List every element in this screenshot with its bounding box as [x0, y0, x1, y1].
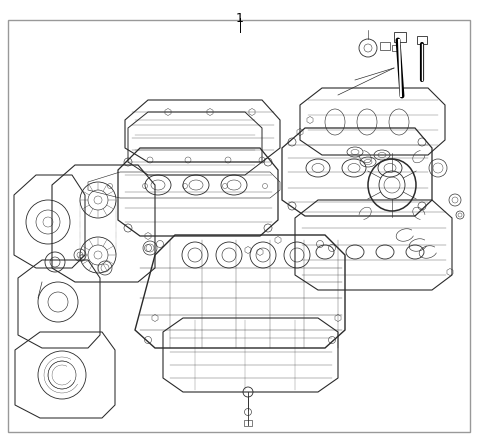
Bar [392, 45, 400, 51]
Bar [244, 420, 252, 426]
Text: 1: 1 [236, 12, 244, 25]
Bar [380, 42, 390, 50]
Bar [394, 32, 406, 42]
Bar [417, 36, 427, 44]
